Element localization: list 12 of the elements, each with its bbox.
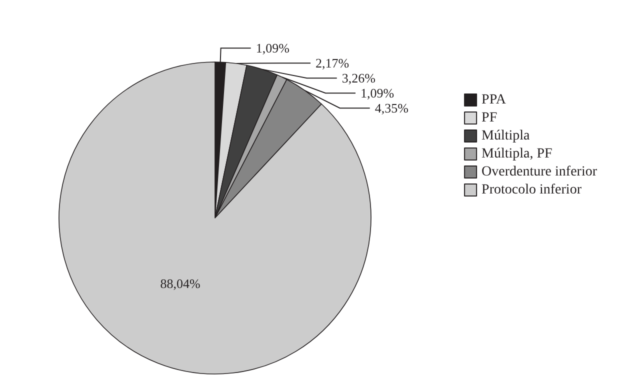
data-label: 1,09% bbox=[360, 86, 394, 101]
data-label: 1,09% bbox=[256, 40, 290, 56]
data-label: 4,35% bbox=[374, 100, 409, 116]
legend-label: Overdenture inferior bbox=[482, 164, 598, 180]
data-label: 3,26% bbox=[342, 70, 376, 86]
data-label: 88,04% bbox=[160, 276, 200, 291]
legend-label: PF bbox=[482, 110, 498, 126]
data-label: 2,17% bbox=[316, 56, 350, 71]
legend-label: PPA bbox=[482, 92, 507, 108]
legend-label: Múltipla bbox=[482, 128, 531, 144]
legend-label: Protocolo inferior bbox=[482, 182, 582, 198]
legend-label: Múltipla, PF bbox=[482, 146, 553, 162]
